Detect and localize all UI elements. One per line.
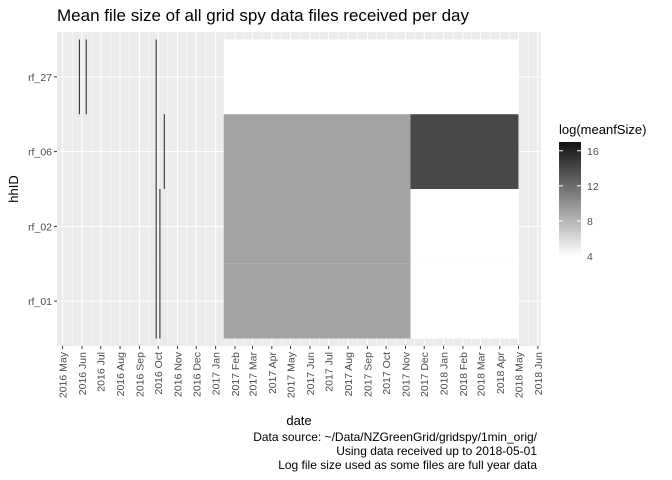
y-tick-label: rf_06 — [28, 147, 52, 159]
x-tick-label: 2018 Mar — [475, 351, 487, 396]
legend-tick-label: 16 — [587, 146, 599, 158]
legend-tick-label: 12 — [587, 181, 599, 193]
caption: Data source: ~/Data/NZGreenGrid/gridspy/… — [253, 430, 537, 472]
heatmap-tile — [223, 114, 411, 189]
chart-title: Mean file size of all grid spy data file… — [57, 6, 469, 25]
x-tick-label: 2017 Oct — [381, 352, 393, 395]
legend-tick-label: 4 — [587, 251, 593, 263]
heatmap-tile — [78, 39, 80, 115]
heatmap-tile — [410, 189, 519, 264]
x-tick-label: 2018 Feb — [458, 352, 470, 397]
x-tick-label: 2017 Apr — [267, 352, 279, 395]
x-tick-label: 2017 Aug — [343, 352, 355, 397]
x-tick-label: 2017 Nov — [400, 351, 412, 397]
x-axis-title: date — [286, 413, 311, 428]
y-axis: rf_01 rf_02 rf_06 rf_27 — [28, 72, 57, 308]
legend-tick-label: 8 — [587, 216, 593, 228]
x-tick-label: 2017 Jun — [305, 352, 317, 395]
x-axis: 2016 May 2016 Jun 2016 Jul 2016 Aug 2016 Sep… — [58, 346, 545, 398]
x-tick-label: 2017 Sep — [362, 352, 374, 397]
x-tick-label: 2016 May — [58, 351, 70, 398]
y-tick-label: rf_02 — [28, 221, 52, 233]
x-tick-label: 2018 Jan — [439, 352, 451, 395]
heatmap-tile — [223, 263, 411, 339]
heatmap-tile — [159, 189, 161, 264]
x-tick-label: 2016 Aug — [115, 352, 127, 397]
x-tick-label: 2018 Apr — [495, 352, 507, 395]
caption-line-3: Log file size used as some files are ful… — [278, 458, 537, 472]
x-tick-label: 2017 Jul — [324, 352, 336, 392]
x-tick-label: 2017 May — [286, 351, 298, 398]
caption-line-2: Using data received up to 2018-05-01 — [336, 444, 537, 458]
legend-ticks: 4 8 12 16 — [559, 146, 599, 263]
heatmap-tile — [155, 39, 157, 115]
y-axis-title: hhID — [6, 175, 21, 202]
x-tick-label: 2016 Sep — [134, 352, 146, 397]
x-tick-label: 2016 Dec — [191, 352, 203, 397]
heatmap-tile — [159, 263, 161, 339]
y-tick-label: rf_01 — [28, 296, 52, 308]
heatmap-tile — [85, 39, 87, 115]
heatmap-tile — [163, 114, 165, 189]
caption-line-1: Data source: ~/Data/NZGreenGrid/gridspy/… — [253, 430, 537, 444]
heatmap-tile — [155, 189, 157, 264]
x-tick-label: 2017 Feb — [230, 352, 242, 397]
legend: log(meanfSize) 4 8 12 16 — [559, 122, 646, 263]
x-tick-label: 2018 May — [514, 351, 526, 398]
heatmap-tile — [410, 114, 519, 189]
legend-title: log(meanfSize) — [559, 122, 646, 137]
heatmap-tile — [155, 114, 157, 189]
heatmap-tile — [223, 189, 411, 264]
x-tick-label: 2017 Mar — [247, 351, 259, 396]
x-tick-label: 2017 Dec — [419, 352, 431, 397]
heatmap-tile — [155, 263, 157, 339]
x-tick-label: 2017 Jan — [211, 352, 223, 395]
x-tick-label: 2016 Oct — [153, 352, 165, 395]
x-tick-label: 2018 Jun — [533, 352, 545, 395]
heatmap-tile — [223, 39, 519, 115]
data-tiles — [78, 39, 519, 339]
heatmap-tile — [410, 263, 519, 339]
y-tick-label: rf_27 — [28, 72, 52, 84]
x-tick-label: 2016 Jun — [77, 352, 89, 395]
legend-colorbar — [559, 142, 581, 256]
x-tick-label: 2016 Jul — [96, 352, 108, 392]
x-tick-label: 2016 Nov — [173, 351, 185, 397]
